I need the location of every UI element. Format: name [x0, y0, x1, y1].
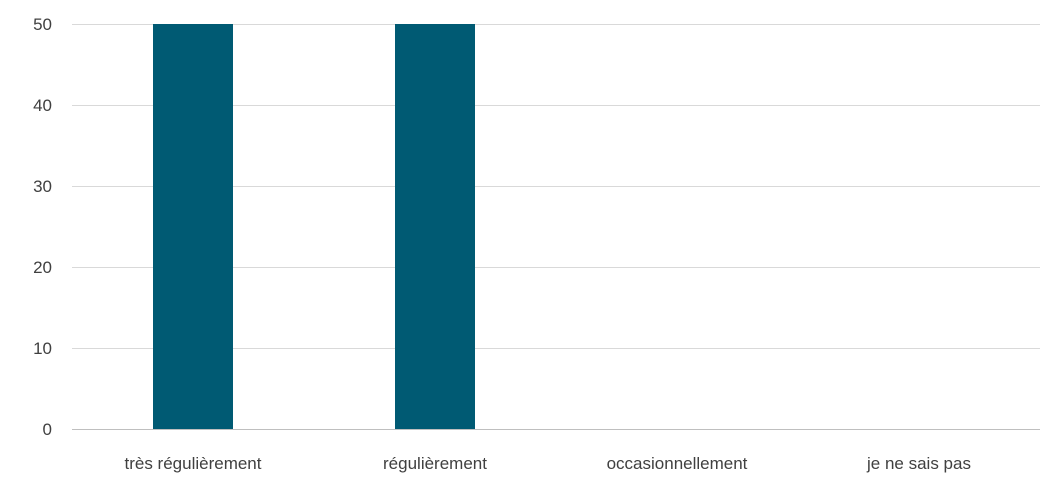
bars [153, 24, 475, 429]
y-tick-label: 20 [33, 258, 52, 277]
gridlines [72, 24, 1040, 349]
y-tick-label: 0 [43, 420, 52, 439]
y-tick-label: 10 [33, 339, 52, 358]
bar [153, 24, 233, 429]
y-axis: 0 10 20 30 40 50 [33, 15, 52, 439]
x-tick-label: régulièrement [383, 454, 487, 473]
x-axis: très régulièrement régulièrement occasionn… [72, 429, 1040, 473]
x-tick-label: occasionnellement [607, 454, 748, 473]
x-tick-label: je ne sais pas [866, 454, 971, 473]
y-tick-label: 30 [33, 177, 52, 196]
y-tick-label: 50 [33, 15, 52, 34]
x-tick-label: très régulièrement [124, 454, 261, 473]
bar [395, 24, 475, 429]
y-tick-label: 40 [33, 96, 52, 115]
